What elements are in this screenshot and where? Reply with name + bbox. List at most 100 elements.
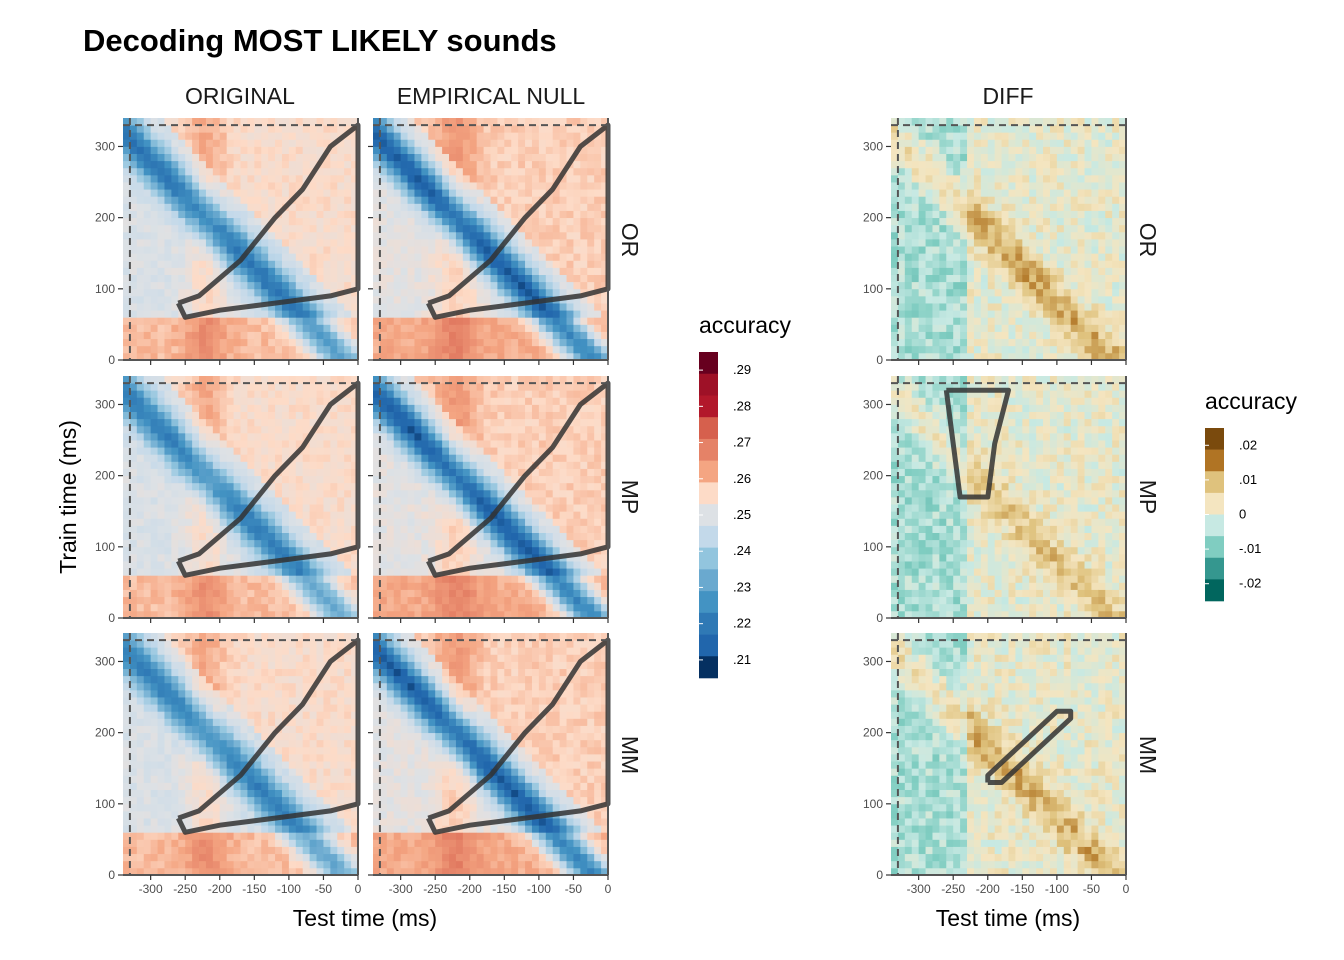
heatmap-cell — [171, 489, 179, 498]
heatmap-cell — [1022, 260, 1030, 268]
heatmap-cell — [205, 352, 214, 361]
heatmap-cell — [1056, 331, 1065, 340]
heatmap-cell — [351, 447, 359, 455]
heatmap-cell — [295, 203, 304, 211]
heatmap-cell — [143, 582, 152, 590]
heatmap-cell — [428, 224, 436, 233]
heatmap-cell — [1029, 310, 1037, 318]
heatmap-cell — [129, 224, 138, 233]
heatmap-cell — [1008, 352, 1016, 361]
heatmap-cell — [143, 331, 152, 340]
heatmap-cell — [939, 189, 947, 197]
heatmap-cell — [1084, 132, 1092, 140]
heatmap-cell — [552, 331, 561, 340]
heatmap-cell — [1070, 324, 1079, 332]
heatmap-cell — [233, 132, 241, 140]
heatmap-cell — [980, 224, 989, 233]
heatmap-cell — [316, 260, 324, 268]
heatmap-cell — [939, 224, 947, 233]
heatmap-cell — [261, 267, 269, 275]
heatmap-cell — [386, 167, 395, 176]
heatmap-cell — [1105, 160, 1113, 169]
heatmap-cell — [897, 345, 906, 354]
heatmap-cell — [337, 404, 345, 412]
heatmap-cell — [1084, 281, 1092, 290]
heatmap-cell — [449, 231, 457, 240]
heatmap-cell — [240, 603, 248, 612]
heatmap-cell — [407, 454, 415, 462]
heatmap-cell — [323, 475, 331, 484]
heatmap-cell — [226, 132, 234, 140]
heatmap-cell — [1098, 217, 1106, 226]
heatmap-cell — [288, 432, 297, 441]
heatmap-cell — [407, 153, 415, 162]
heatmap-cell — [393, 411, 402, 420]
heatmap-cell — [891, 324, 899, 332]
heatmap-cell — [904, 274, 913, 283]
heatmap-cell — [573, 125, 581, 133]
heatmap-cell — [1091, 196, 1099, 204]
heatmap-cell — [302, 425, 311, 434]
heatmap-cell — [379, 295, 388, 304]
heatmap-cell — [192, 146, 200, 154]
heatmap-cell — [337, 539, 345, 548]
heatmap-cell — [469, 167, 478, 176]
heatmap-cell — [205, 482, 214, 491]
heatmap-cell — [379, 397, 388, 405]
heatmap-cell — [946, 217, 954, 226]
heatmap-cell — [288, 132, 297, 140]
heatmap-cell — [351, 231, 359, 240]
heatmap-cell — [302, 160, 311, 169]
heatmap-cell — [240, 418, 248, 427]
heatmap-cell — [1036, 182, 1044, 190]
heatmap-cell — [511, 203, 519, 211]
heatmap-cell — [1049, 246, 1058, 254]
heatmap-cell — [469, 210, 478, 219]
heatmap-cell — [344, 338, 352, 347]
heatmap-cell — [1091, 118, 1099, 126]
heatmap-cell — [953, 274, 961, 283]
heatmap-cell — [275, 553, 283, 562]
heatmap-cell — [911, 253, 920, 261]
heatmap-cell — [594, 295, 602, 304]
heatmap-cell — [421, 217, 429, 226]
heatmap-cell — [212, 582, 221, 590]
heatmap-cell — [1043, 281, 1051, 290]
heatmap-cell — [219, 303, 228, 311]
heatmap-cell — [295, 118, 304, 126]
heatmap-cell — [288, 345, 297, 354]
heatmap-cell — [212, 546, 221, 555]
heatmap-cell — [254, 454, 262, 462]
heatmap-cell — [185, 440, 193, 448]
heatmap-cell — [212, 352, 221, 361]
heatmap-cell — [143, 139, 152, 147]
heatmap-cell — [1043, 253, 1051, 261]
heatmap-cell — [1022, 146, 1030, 154]
heatmap-cell — [1022, 239, 1030, 247]
heatmap-cell — [973, 167, 982, 176]
heatmap-cell — [240, 267, 248, 275]
heatmap-cell — [1043, 331, 1051, 340]
heatmap-cell — [566, 132, 574, 140]
heatmap-cell — [323, 153, 331, 162]
heatmap-cell — [157, 497, 165, 505]
heatmap-cell — [497, 224, 505, 233]
heatmap-cell — [316, 253, 324, 261]
heatmap-cell — [455, 274, 464, 283]
heatmap-cell — [421, 239, 429, 247]
heatmap-cell — [192, 331, 200, 340]
heatmap-cell — [219, 146, 228, 154]
heatmap-cell — [525, 224, 533, 233]
heatmap-cell — [136, 411, 145, 420]
heatmap-cell — [1112, 260, 1120, 268]
heatmap-cell — [1098, 295, 1106, 304]
heatmap-cell — [980, 324, 989, 332]
heatmap-cell — [573, 231, 581, 240]
heatmap-cell — [904, 253, 913, 261]
heatmap-cell — [233, 482, 241, 491]
heatmap-cell — [987, 274, 996, 283]
heatmap-cell — [1091, 324, 1099, 332]
heatmap-cell — [323, 118, 331, 126]
heatmap-cell — [967, 331, 975, 340]
